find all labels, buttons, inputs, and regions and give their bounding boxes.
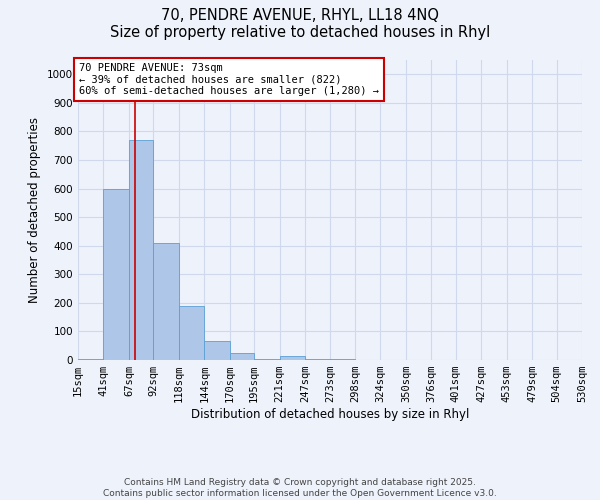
Text: Contains HM Land Registry data © Crown copyright and database right 2025.
Contai: Contains HM Land Registry data © Crown c… (103, 478, 497, 498)
Bar (179, 306, 204, 360)
Bar (254, 358, 280, 360)
Bar (129, 140, 154, 360)
Text: 70 PENDRE AVENUE: 73sqm
← 39% of detached houses are smaller (822)
60% of semi-d: 70 PENDRE AVENUE: 73sqm ← 39% of detache… (79, 63, 379, 96)
Bar (280, 356, 305, 360)
Bar (230, 353, 254, 360)
Text: 70, PENDRE AVENUE, RHYL, LL18 4NQ
Size of property relative to detached houses i: 70, PENDRE AVENUE, RHYL, LL18 4NQ Size o… (110, 8, 490, 40)
X-axis label: Distribution of detached houses by size in Rhyl: Distribution of detached houses by size … (191, 408, 469, 421)
Bar (103, 188, 129, 360)
Bar (154, 243, 179, 360)
Y-axis label: Number of detached properties: Number of detached properties (28, 117, 41, 303)
Bar (78, 358, 103, 360)
Bar (204, 342, 230, 360)
Bar (305, 359, 331, 360)
